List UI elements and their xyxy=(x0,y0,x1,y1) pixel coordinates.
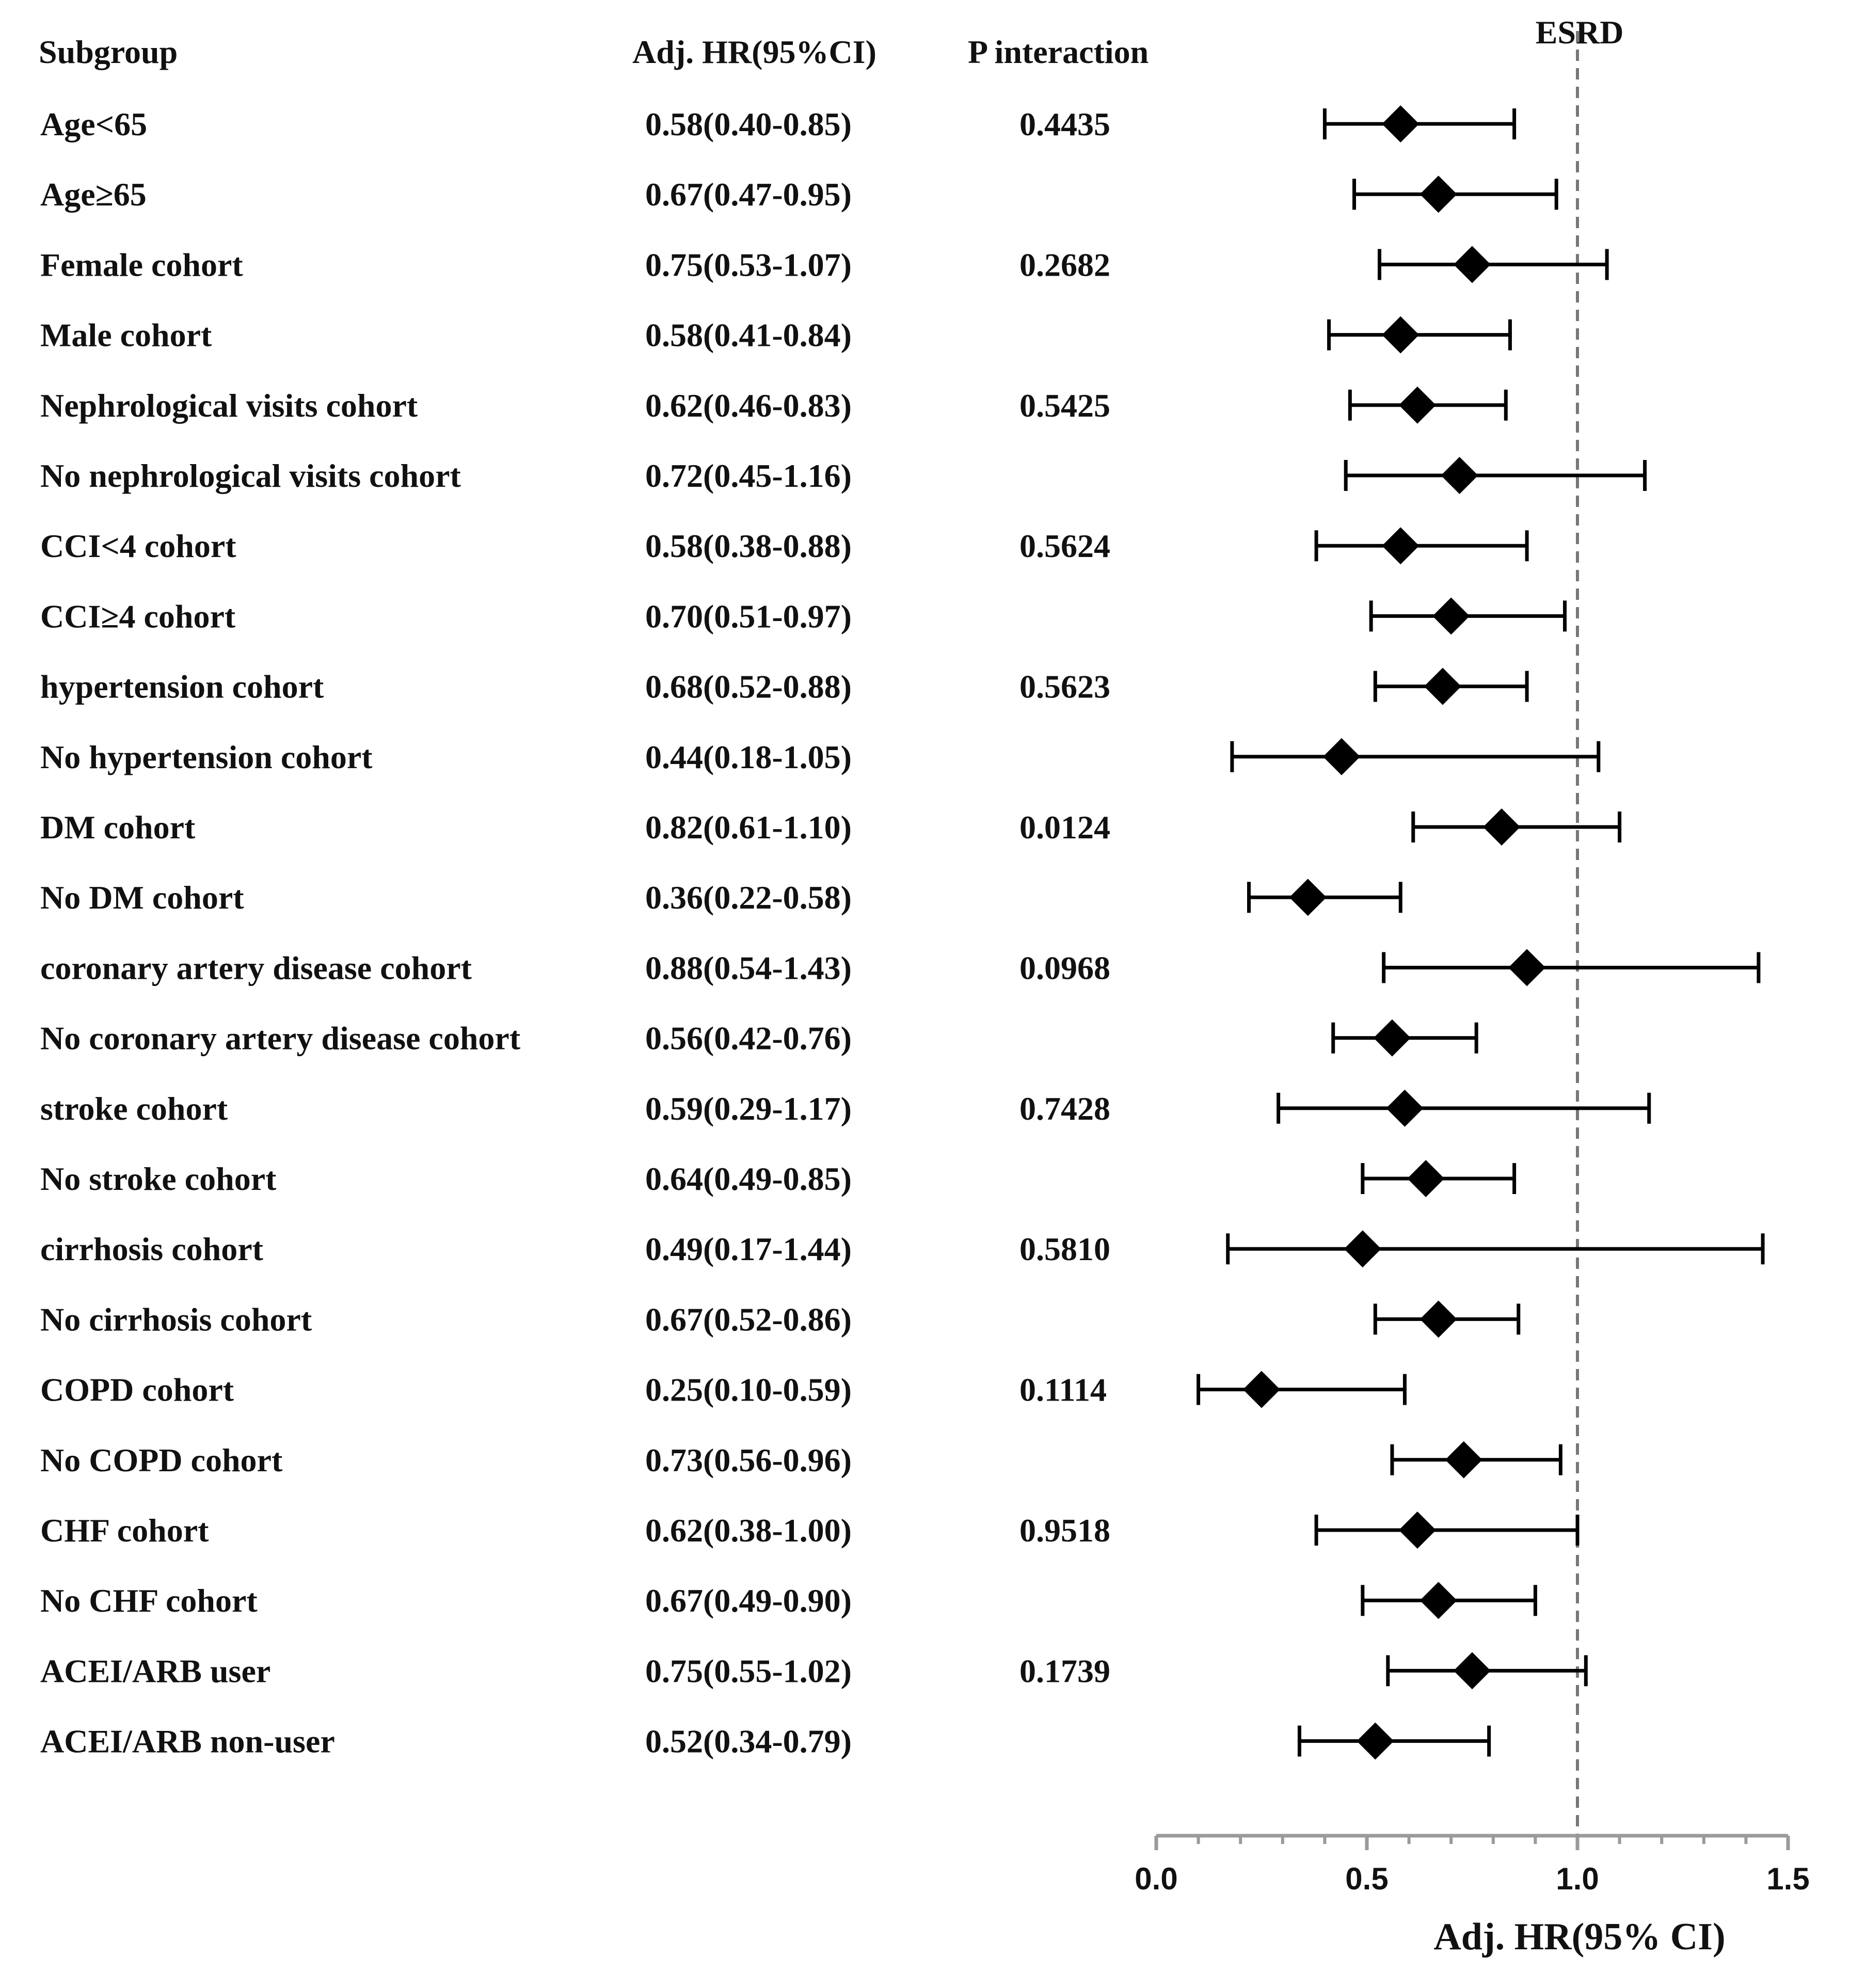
p-interaction-value: 0.0124 xyxy=(1019,809,1110,846)
hr-ci-value: 0.56(0.42-0.76) xyxy=(645,1020,852,1057)
subgroup-labels: Age<65 Age≥65 Female cohort Male cohort Neph… xyxy=(40,106,521,1760)
p-interaction-value: 0.2682 xyxy=(1019,246,1110,283)
hr-point-marker xyxy=(1483,808,1521,846)
hr-point-marker xyxy=(1386,1089,1424,1127)
hr-ci-value: 0.49(0.17-1.44) xyxy=(645,1231,852,1267)
subgroup-label: CHF cohort xyxy=(40,1512,209,1549)
subgroup-label: Male cohort xyxy=(40,317,212,354)
p-values: 0.4435 0.2682 0.5425 0.5624 0.5623 0.0124 0.09… xyxy=(1019,106,1110,1689)
subgroup-label: No hypertension cohort xyxy=(40,739,373,775)
p-interaction-value: 0.0968 xyxy=(1019,949,1110,986)
hr-ci-value: 0.68(0.52-0.88) xyxy=(645,669,852,705)
x-tick-label: 0.0 xyxy=(1135,1862,1177,1896)
subgroup-label: hypertension cohort xyxy=(40,669,324,705)
hr-ci-value: 0.88(0.54-1.43) xyxy=(645,949,852,986)
hr-point-marker xyxy=(1445,1441,1482,1478)
hr-point-marker xyxy=(1508,949,1546,987)
subgroup-label: No COPD cohort xyxy=(40,1442,283,1478)
hr-ci-value: 0.52(0.34-0.79) xyxy=(645,1723,852,1760)
hr-point-marker xyxy=(1382,105,1420,142)
subgroup-label: No coronary artery disease cohort xyxy=(40,1020,521,1057)
hr-point-marker xyxy=(1420,1582,1457,1619)
hr-ci-value: 0.75(0.55-1.02) xyxy=(645,1652,852,1689)
hr-ci-value: 0.36(0.22-0.58) xyxy=(645,879,852,916)
subgroup-label: No cirrhosis cohort xyxy=(40,1301,312,1338)
x-axis-title: Adj. HR(95% CI) xyxy=(1433,1916,1725,1958)
subgroup-label: Nephrological visits cohort xyxy=(40,387,418,424)
p-interaction-value: 0.1114 xyxy=(1019,1372,1107,1408)
hr-ci-value: 0.72(0.45-1.16) xyxy=(645,457,852,494)
subgroup-label: DM cohort xyxy=(40,809,196,846)
hr-ci-value: 0.59(0.29-1.17) xyxy=(645,1090,852,1127)
hr-point-marker xyxy=(1373,1019,1411,1057)
p-interaction-value: 0.1739 xyxy=(1019,1652,1110,1689)
hr-ci-value: 0.82(0.61-1.10) xyxy=(645,809,852,846)
p-interaction-value: 0.5810 xyxy=(1019,1231,1110,1267)
x-axis-ticks: 0.0 0.5 1.0 1.5 xyxy=(1135,1836,1810,1896)
subgroup-label: cirrhosis cohort xyxy=(40,1231,264,1267)
chart-title: ESRD xyxy=(1536,14,1624,51)
subgroup-label: CCI≥4 cohort xyxy=(40,598,236,634)
hr-point-marker xyxy=(1382,316,1420,354)
subgroup-label: Age<65 xyxy=(40,106,147,142)
hr-ci-value: 0.67(0.52-0.86) xyxy=(645,1301,852,1338)
hr-ci-value: 0.58(0.40-0.85) xyxy=(645,106,852,142)
hr-point-marker xyxy=(1441,457,1478,494)
subgroup-label: coronary artery disease cohort xyxy=(40,949,472,986)
subgroup-label: CCI<4 cohort xyxy=(40,528,236,564)
p-interaction-value: 0.9518 xyxy=(1019,1512,1110,1549)
x-tick-label: 1.5 xyxy=(1766,1862,1809,1896)
subgroup-label: Age≥65 xyxy=(40,176,147,213)
hr-point-marker xyxy=(1398,386,1436,424)
hr-point-marker xyxy=(1243,1371,1280,1408)
p-interaction-value: 0.5623 xyxy=(1019,669,1110,705)
hr-point-marker xyxy=(1323,738,1361,775)
hr-point-marker xyxy=(1398,1512,1436,1549)
x-tick-label: 0.5 xyxy=(1345,1862,1388,1896)
hr-values: 0.58(0.40-0.85) 0.67(0.47-0.95) 0.75(0.53-… xyxy=(645,106,852,1760)
hr-ci-value: 0.25(0.10-0.59) xyxy=(645,1372,852,1408)
subgroup-label: ACEI/ARB user xyxy=(40,1652,270,1689)
hr-ci-value: 0.67(0.47-0.95) xyxy=(645,176,852,213)
p-interaction-value: 0.4435 xyxy=(1019,106,1110,142)
header-hr: Adj. HR(95%CI) xyxy=(632,34,876,70)
hr-point-marker xyxy=(1424,667,1461,705)
header-subgroup: Subgroup xyxy=(39,34,178,70)
hr-ci-value: 0.73(0.56-0.96) xyxy=(645,1442,852,1478)
hr-point-marker xyxy=(1382,527,1420,565)
hr-ci-value: 0.67(0.49-0.90) xyxy=(645,1582,852,1619)
header-p-interaction: P interaction xyxy=(968,34,1149,70)
hr-ci-value: 0.58(0.38-0.88) xyxy=(645,528,852,564)
subgroup-label: No nephrological visits cohort xyxy=(40,457,461,494)
forest-marks xyxy=(1197,105,1765,1760)
p-interaction-value: 0.5425 xyxy=(1019,387,1110,424)
hr-ci-value: 0.58(0.41-0.84) xyxy=(645,317,852,354)
p-interaction-value: 0.7428 xyxy=(1019,1090,1110,1127)
hr-point-marker xyxy=(1432,597,1470,635)
hr-ci-value: 0.75(0.53-1.07) xyxy=(645,246,852,283)
subgroup-label: stroke cohort xyxy=(40,1090,228,1127)
hr-ci-value: 0.44(0.18-1.05) xyxy=(645,739,852,775)
hr-point-marker xyxy=(1454,246,1491,283)
hr-ci-value: 0.62(0.46-0.83) xyxy=(645,387,852,424)
p-interaction-value: 0.5624 xyxy=(1019,528,1110,564)
hr-ci-value: 0.62(0.38-1.00) xyxy=(645,1512,852,1549)
subgroup-label: No CHF cohort xyxy=(40,1582,258,1619)
subgroup-label: COPD cohort xyxy=(40,1372,234,1408)
hr-ci-value: 0.64(0.49-0.85) xyxy=(645,1160,852,1197)
hr-point-marker xyxy=(1420,1300,1457,1338)
hr-ci-value: 0.70(0.51-0.97) xyxy=(645,598,852,634)
hr-point-marker xyxy=(1344,1230,1381,1268)
subgroup-label: Female cohort xyxy=(40,246,243,283)
subgroup-label: No DM cohort xyxy=(40,879,244,916)
subgroup-label: ACEI/ARB non-user xyxy=(40,1723,335,1760)
hr-point-marker xyxy=(1454,1652,1491,1690)
hr-point-marker xyxy=(1407,1160,1445,1197)
hr-point-marker xyxy=(1357,1722,1394,1760)
x-tick-label: 1.0 xyxy=(1556,1862,1599,1896)
subgroup-label: No stroke cohort xyxy=(40,1160,277,1197)
hr-point-marker xyxy=(1289,879,1327,916)
hr-point-marker xyxy=(1420,176,1457,213)
